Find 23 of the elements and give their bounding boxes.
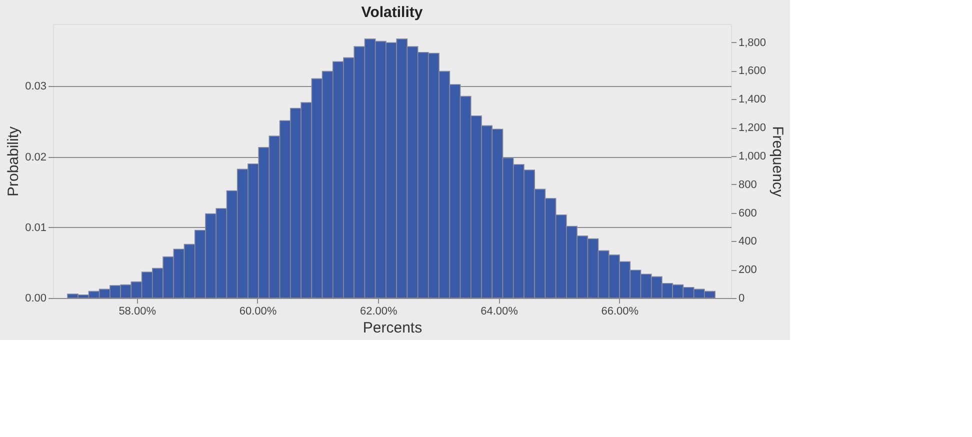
x-axis-title: Percents: [362, 320, 422, 336]
y-axis-title: Probability: [5, 126, 22, 197]
chart-title: Volatility: [361, 4, 424, 21]
y2-tick-label: 600: [738, 207, 757, 220]
y2-tick-label: 800: [738, 178, 757, 191]
y-tick-label: 0.03: [25, 80, 46, 93]
y-tick-label: 0.00: [25, 292, 46, 304]
x-tick-label: 66.00%: [601, 306, 639, 318]
y2-tick-label: 1,000: [738, 150, 766, 162]
x-tick-label: 62.00%: [360, 306, 398, 318]
y2-tick-label: 1,200: [738, 122, 766, 134]
y2-tick-label: 1,400: [738, 94, 766, 106]
y2-tick-label: 1,600: [738, 65, 766, 78]
y-tick-label: 0.01: [25, 222, 46, 234]
x-tick-label: 58.00%: [118, 306, 156, 318]
y2-tick-label: 200: [738, 264, 757, 276]
x-tick-label: 60.00%: [239, 306, 277, 318]
y2-axis-title: Frequency: [769, 126, 786, 198]
y-tick-label: 0.02: [25, 151, 46, 164]
x-tick-label: 64.00%: [480, 306, 518, 318]
y2-tick-label: 400: [738, 236, 757, 248]
y2-tick-label: 0: [738, 292, 745, 304]
y2-tick-label: 1,800: [738, 36, 766, 49]
